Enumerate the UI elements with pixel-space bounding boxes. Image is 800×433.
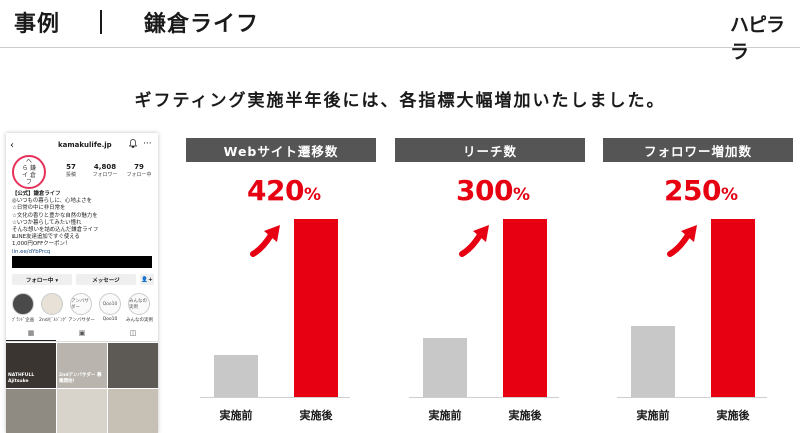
post-caption: 2ndアンバサダー 募集開始！ (59, 372, 102, 384)
bar-before (631, 326, 675, 397)
instagram-profile-screenshot: ‹ kamakulife.jp ··· へ ら 鎌 イ 倉 フ 57 投稿 4,… (6, 133, 158, 433)
bar-label-after: 実施後 (299, 409, 333, 422)
message-button[interactable]: メッセージ (76, 274, 136, 285)
bar-label-before: 実施前 (219, 409, 253, 422)
highlight-label: Qoo10 (102, 317, 118, 322)
bar-after (711, 219, 755, 397)
percent-value: 250 (664, 174, 721, 207)
bio-line: 1,000円OFFクーポン！ (12, 241, 71, 248)
back-icon[interactable]: ‹ (10, 140, 14, 151)
percent-unit: % (720, 185, 738, 205)
stat-following[interactable]: 79 フォロー中 (122, 163, 156, 178)
chart-baseline (617, 397, 767, 398)
bio-line: ☆いつか暮らしてみたい憧れ (12, 219, 82, 226)
stat-label: 投稿 (65, 172, 76, 178)
bio-line: ☆文化の香りと豊かな自然の魅力を (12, 212, 98, 219)
redacted-bar (12, 256, 152, 268)
growth-arrow-icon (667, 225, 697, 257)
bar-after (294, 219, 338, 397)
bio-line: 【公式】鎌倉ライフ (12, 191, 61, 197)
post-thumbnail[interactable] (108, 343, 158, 388)
header-divider (0, 47, 800, 48)
metric-percent: 300% (456, 174, 530, 207)
metric-percent: 420% (247, 174, 321, 207)
bar-label-before: 実施前 (636, 409, 670, 422)
stat-value: 4,808 (93, 163, 117, 171)
bio-line: ℹLINE友達追加ですぐ使える (12, 234, 80, 241)
bio-link[interactable]: lin.ee/dYbPrcq (12, 248, 51, 255)
bar-label-before: 実施前 (428, 409, 462, 422)
notification-bell-icon[interactable] (128, 139, 138, 151)
highlight-label: アンバサダー (68, 318, 95, 323)
avatar-logo-line: イ 倉 (22, 172, 36, 179)
percent-unit: % (303, 185, 321, 205)
growth-arrow-icon (459, 225, 489, 257)
more-options-icon[interactable]: ··· (143, 139, 152, 149)
stat-value: 79 (134, 163, 144, 171)
avatar[interactable]: へ ら 鎌 イ 倉 フ (12, 155, 46, 189)
post-thumbnail[interactable]: NATHFULL Ajitsuke (6, 343, 56, 388)
avatar-logo: へ ら 鎌 イ 倉 フ (22, 158, 36, 186)
bar-after (503, 219, 547, 397)
avatar-logo-line: へ (25, 158, 32, 165)
metric-header-web-visits: Webサイト遷移数 (186, 138, 376, 162)
client-name: 鎌倉ライフ (144, 12, 260, 37)
avatar-logo-line: フ (25, 179, 32, 186)
percent-value: 420 (247, 174, 304, 207)
highlight-label: みんなの実例 (126, 318, 153, 323)
reels-tab-icon[interactable]: ▣ (78, 329, 86, 337)
bio-line: ◎いつもの暮らしに、心地よさを (12, 198, 93, 205)
brand-logo: ハピララ (730, 14, 785, 63)
title-separator (100, 10, 102, 34)
profile-tabs (6, 327, 158, 342)
grid-tab-icon[interactable]: ▦ (27, 329, 35, 337)
post-thumbnail[interactable] (108, 388, 158, 433)
tagged-tab-icon[interactable]: ◫ (129, 329, 137, 337)
bar-before (423, 338, 467, 397)
chart-baseline (200, 397, 350, 398)
highlight-circle[interactable] (41, 293, 63, 315)
post-grid: NATHFULL Ajitsuke 2ndアンバサダー 募集開始！ (6, 343, 158, 433)
chart-baseline (409, 397, 559, 398)
stat-value: 57 (66, 163, 76, 171)
percent-value: 300 (456, 174, 513, 207)
follow-button[interactable]: フォロー中 ▾ (12, 274, 72, 285)
percent-unit: % (512, 185, 530, 205)
post-thumbnail[interactable] (57, 388, 107, 433)
highlight-circle[interactable]: アンバサダー (70, 293, 92, 315)
highlight-circle[interactable]: Qoo10 (99, 293, 121, 315)
highlight-circle[interactable] (12, 293, 34, 315)
post-caption: NATHFULL Ajitsuke (8, 372, 35, 384)
subheading: ギフティング実施半年後には、各指標大幅増加いたしました。 (134, 91, 666, 111)
bar-label-after: 実施後 (508, 409, 542, 422)
post-thumbnail[interactable]: 2ndアンバサダー 募集開始！ (57, 343, 107, 388)
metric-header-reach: リーチ数 (395, 138, 585, 162)
profile-bio: 【公式】鎌倉ライフ ◎いつもの暮らしに、心地よさを ☆日常の中に非日常を ☆文化… (12, 191, 152, 256)
highlight-label: ﾌﾞﾗﾝﾄﾞ企画 (11, 318, 35, 323)
post-thumbnail[interactable] (6, 388, 56, 433)
growth-arrow-icon (250, 225, 280, 257)
add-user-button[interactable]: 👤+ (140, 274, 154, 285)
highlight-circle[interactable]: みんなの実例 (128, 293, 150, 315)
profile-username: kamakulife.jp (58, 141, 112, 149)
page-title: 事例 (14, 12, 61, 37)
stat-posts[interactable]: 57 投稿 (54, 163, 88, 178)
bar-label-after: 実施後 (716, 409, 750, 422)
highlight-label: 2nd/ﾋﾞﾙｼﾞﾝｸﾞ (39, 318, 68, 323)
stat-followers[interactable]: 4,808 フォロワー (88, 163, 122, 178)
metric-percent: 250% (664, 174, 738, 207)
metric-header-follower-growth: フォロワー増加数 (603, 138, 793, 162)
active-tab-indicator (6, 340, 56, 341)
avatar-logo-line: ら 鎌 (22, 165, 36, 172)
bar-before (214, 355, 258, 397)
stat-label: フォロー中 (126, 172, 152, 178)
bio-line: ☆日常の中に非日常を (12, 205, 66, 212)
stat-label: フォロワー (92, 172, 118, 178)
bio-line: そんな想いを詰め込んだ鎌倉ライフ (12, 227, 99, 234)
